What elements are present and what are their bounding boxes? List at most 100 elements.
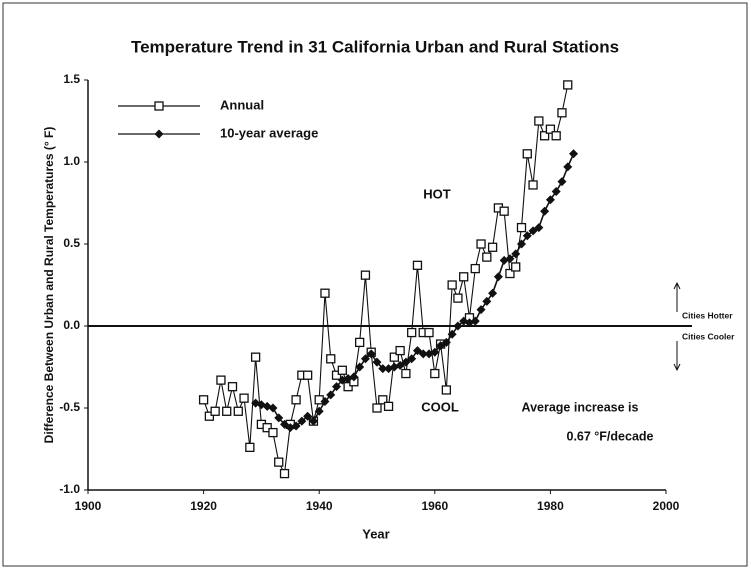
diamond-marker xyxy=(395,360,405,370)
diamond-marker xyxy=(326,390,336,400)
square-marker xyxy=(539,131,550,141)
diamond-marker xyxy=(447,329,457,339)
diamond-marker xyxy=(291,421,301,431)
diamond-marker xyxy=(412,346,422,356)
annotation: Cities Cooler xyxy=(682,331,735,341)
square-marker xyxy=(274,457,284,467)
diamond-marker xyxy=(308,416,318,426)
diamond-marker xyxy=(355,362,365,372)
diamond-marker xyxy=(569,149,579,159)
square-marker xyxy=(216,375,226,385)
y-tick-label: -1.0 xyxy=(59,482,80,496)
chart-title: Temperature Trend in 31 California Urban… xyxy=(131,37,619,56)
diamond-marker xyxy=(360,354,370,364)
diamond-marker xyxy=(320,396,330,406)
y-tick-label: 1.5 xyxy=(63,72,80,86)
annotation: 0.67 °F/decade xyxy=(567,429,654,443)
diamond-marker xyxy=(517,239,526,249)
x-tick-label: 1900 xyxy=(75,499,102,513)
series-line xyxy=(255,153,575,429)
diamond-marker xyxy=(430,347,440,357)
legend-label: Annual xyxy=(220,97,264,112)
diamond-marker xyxy=(453,321,463,331)
diamond-marker xyxy=(418,349,428,359)
square-marker xyxy=(154,101,164,111)
diamond-marker xyxy=(436,341,446,351)
square-marker xyxy=(233,406,243,416)
x-tick-label: 2000 xyxy=(653,499,680,513)
annotation: COOL xyxy=(421,399,459,414)
square-marker xyxy=(198,395,209,405)
diamond-marker xyxy=(154,129,164,139)
annotation: Cities Hotter xyxy=(682,310,733,320)
diamond-marker xyxy=(332,382,342,392)
diamond-marker xyxy=(482,296,492,306)
square-marker xyxy=(505,268,515,279)
diamond-marker xyxy=(407,354,417,364)
square-marker xyxy=(279,468,290,479)
square-marker xyxy=(395,345,405,356)
diamond-marker xyxy=(349,372,359,382)
diamond-marker xyxy=(303,411,313,421)
square-marker xyxy=(355,337,365,348)
diamond-marker xyxy=(540,206,550,216)
diamond-marker xyxy=(557,177,567,187)
y-axis-label: Difference Between Urban and Rural Tempe… xyxy=(42,127,56,444)
diamond-marker xyxy=(493,272,503,282)
square-marker xyxy=(210,406,220,416)
annotation: HOT xyxy=(423,186,451,201)
square-marker xyxy=(459,272,469,282)
square-marker xyxy=(320,288,330,298)
diamond-marker xyxy=(511,249,521,259)
square-marker xyxy=(262,423,272,433)
y-tick-label: 0.0 xyxy=(63,318,80,332)
diamond-marker xyxy=(488,288,498,298)
square-marker xyxy=(482,252,492,262)
square-marker xyxy=(453,293,463,303)
diamond-marker xyxy=(545,195,555,205)
square-marker xyxy=(487,242,498,252)
diamond-marker xyxy=(378,364,388,374)
square-marker xyxy=(268,427,278,438)
square-marker xyxy=(545,124,556,134)
diamond-marker xyxy=(372,357,382,367)
x-tick-label: 1920 xyxy=(190,499,217,513)
square-marker xyxy=(511,262,521,272)
square-marker xyxy=(551,131,561,141)
diamond-marker xyxy=(401,357,411,367)
diamond-marker xyxy=(563,162,573,172)
series-line xyxy=(203,84,569,476)
x-tick-label: 1980 xyxy=(537,499,564,513)
square-marker xyxy=(372,403,382,413)
square-marker xyxy=(239,393,249,403)
square-marker xyxy=(383,401,394,412)
diamond-marker xyxy=(280,419,290,429)
square-marker xyxy=(528,180,538,190)
square-marker xyxy=(412,260,423,270)
square-marker xyxy=(499,206,509,216)
diamond-marker xyxy=(505,254,515,264)
diamond-marker xyxy=(534,223,544,233)
diamond-marker xyxy=(551,187,561,197)
square-marker xyxy=(470,263,480,274)
square-marker xyxy=(516,222,527,233)
arrow-up xyxy=(673,281,681,312)
y-tick-label: -0.5 xyxy=(59,400,80,414)
square-marker xyxy=(424,327,434,338)
square-marker xyxy=(222,406,232,416)
square-marker xyxy=(401,368,411,379)
square-marker xyxy=(326,354,336,364)
square-marker xyxy=(227,382,238,392)
diamond-marker xyxy=(268,403,278,413)
x-tick-label: 1940 xyxy=(306,499,333,513)
square-marker xyxy=(522,149,532,159)
diamond-marker xyxy=(476,305,486,315)
diamond-marker xyxy=(470,316,480,326)
diamond-marker xyxy=(528,226,538,236)
square-marker xyxy=(389,352,399,362)
square-marker xyxy=(204,411,215,421)
square-marker xyxy=(407,327,417,338)
y-tick-label: 0.5 xyxy=(63,236,80,250)
